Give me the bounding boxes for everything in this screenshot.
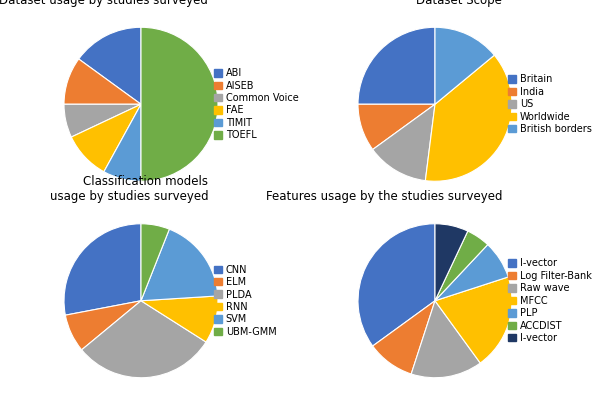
Wedge shape	[358, 104, 435, 150]
Wedge shape	[64, 104, 141, 137]
Wedge shape	[141, 224, 169, 301]
Wedge shape	[358, 27, 435, 104]
Wedge shape	[104, 104, 141, 181]
Wedge shape	[141, 27, 218, 181]
Text: Dataset Scope: Dataset Scope	[416, 0, 502, 7]
Wedge shape	[64, 59, 141, 104]
Wedge shape	[71, 104, 141, 172]
Wedge shape	[141, 229, 218, 301]
Text: Dataset usage by studies surveyed: Dataset usage by studies surveyed	[0, 0, 208, 7]
Wedge shape	[65, 301, 141, 350]
Wedge shape	[64, 224, 141, 315]
Text: Features usage by the studies surveyed: Features usage by the studies surveyed	[266, 190, 502, 203]
Legend: Britain, India, US, Worldwide, British borders: Britain, India, US, Worldwide, British b…	[507, 73, 593, 135]
Wedge shape	[435, 245, 508, 301]
Legend: CNN, ELM, PLDA, RNN, SVM, UBM-GMM: CNN, ELM, PLDA, RNN, SVM, UBM-GMM	[213, 264, 278, 338]
Wedge shape	[435, 27, 494, 104]
Wedge shape	[435, 231, 488, 301]
Wedge shape	[425, 55, 512, 181]
Wedge shape	[411, 301, 480, 378]
Legend: ABI, AISEB, Common Voice, FAE, TIMIT, TOEFL: ABI, AISEB, Common Voice, FAE, TIMIT, TO…	[213, 67, 299, 141]
Legend: I-vector, Log Filter-Bank, Raw wave, MFCC, PLP, ACCDIST, I-vector: I-vector, Log Filter-Bank, Raw wave, MFC…	[507, 257, 593, 344]
Wedge shape	[435, 277, 512, 363]
Wedge shape	[141, 296, 218, 342]
Wedge shape	[373, 104, 435, 180]
Text: Classification models
usage by studies surveyed: Classification models usage by studies s…	[50, 175, 208, 203]
Wedge shape	[373, 301, 435, 374]
Wedge shape	[79, 27, 141, 104]
Wedge shape	[358, 224, 435, 346]
Wedge shape	[82, 301, 206, 378]
Wedge shape	[435, 224, 468, 301]
